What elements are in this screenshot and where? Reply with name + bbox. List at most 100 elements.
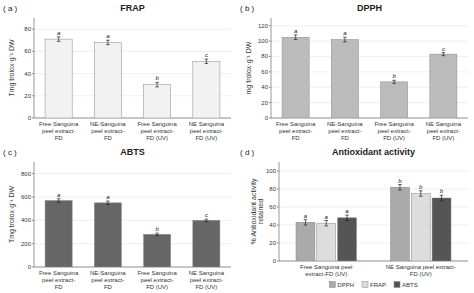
letter-label: b <box>392 73 396 79</box>
label-line: peel extract- <box>279 128 312 134</box>
label-line: Free Sanguina <box>276 121 316 127</box>
letter-label: a <box>106 33 110 39</box>
letter-label: a <box>57 30 61 36</box>
label-line: Tmg trolox·g⁻¹ DW <box>8 39 16 97</box>
bar <box>432 198 451 261</box>
error-cap <box>442 52 446 53</box>
error-bar <box>440 195 444 200</box>
letter-label: b <box>155 226 159 232</box>
error-cap <box>324 220 328 221</box>
error-cap <box>440 195 444 196</box>
category-label: NE Sanguinapeel extract-FD (UV) <box>426 121 462 141</box>
error-cap <box>304 219 308 220</box>
panel-label: ( d ) <box>240 148 255 157</box>
bar <box>193 61 220 118</box>
category-label: Free Sanguina peelextract-FD (UV) <box>300 264 352 277</box>
letter-label: a <box>57 192 61 198</box>
y-axis-label: Tmg trolox·g⁻¹ DW <box>8 39 16 97</box>
bar <box>45 201 72 268</box>
error-cap <box>345 220 349 221</box>
error-cap <box>419 190 423 191</box>
category-label: NE-Sanguinapeel extract-FD <box>327 121 363 141</box>
letter-label: a <box>304 213 308 219</box>
label-line: mg trolox·g⁻¹ DW <box>245 41 253 94</box>
bar <box>193 220 220 267</box>
tick-label: 80 <box>261 53 268 59</box>
title: Antioxidant activity <box>332 147 415 157</box>
legend-swatch <box>362 282 368 288</box>
y-axis-label: mg trolox·g⁻¹ DW <box>245 41 253 94</box>
error-bar <box>155 233 159 235</box>
letter-label: b <box>440 188 444 194</box>
label-line: Free Sanguina <box>374 121 414 127</box>
error-cap <box>155 82 159 83</box>
label-line: retained <box>257 199 264 224</box>
legend-label: DPPH <box>337 282 354 288</box>
tick-label: 600 <box>21 194 32 200</box>
tick-label: 0 <box>273 258 277 264</box>
tick-label: 60 <box>261 69 268 75</box>
error-line <box>58 199 59 203</box>
bar <box>144 234 171 267</box>
tick-label: 80 <box>269 186 276 192</box>
label-line: FD (UV) <box>195 135 217 141</box>
label-line: peel extract- <box>42 277 75 283</box>
tick-label: 400 <box>21 217 32 223</box>
tick-label: 100 <box>258 38 269 44</box>
plot-area <box>282 35 457 118</box>
error-line <box>107 40 108 44</box>
error-cap <box>106 44 110 45</box>
error-line <box>107 201 108 205</box>
label-line: peel extract- <box>378 128 411 134</box>
category-label: NE Sanguinapeel extract-FD (UV) <box>189 270 225 290</box>
label-line: Free Sanguina peel <box>300 264 352 270</box>
tick-label: 20 <box>269 240 276 246</box>
error-line <box>326 221 327 226</box>
error-line <box>347 215 348 220</box>
label-line: Free Sanguina <box>137 121 177 127</box>
bar <box>94 42 121 118</box>
bar <box>45 39 72 118</box>
tick-label: 20 <box>24 93 31 99</box>
grid-line <box>34 29 231 30</box>
letter-label: c <box>442 46 445 52</box>
error-line <box>394 80 395 83</box>
legend: DPPHFRAPABTS <box>329 282 417 289</box>
error-cap <box>106 201 110 202</box>
tick-label: 0 <box>28 264 32 270</box>
y-axis-line <box>34 162 35 267</box>
label-line: FD <box>104 135 113 141</box>
error-bar <box>324 221 328 226</box>
error-line <box>399 185 400 190</box>
error-bar <box>106 201 110 205</box>
panel: 020406080100abababFree Sanguina peelextr… <box>240 147 468 288</box>
label-line: peel extract- <box>141 277 174 283</box>
error-line <box>443 53 444 56</box>
bar <box>391 187 410 261</box>
error-line <box>206 59 207 63</box>
grid-line <box>271 25 468 26</box>
grid-line <box>279 171 468 172</box>
bar <box>94 203 121 267</box>
error-cap <box>57 202 61 203</box>
label-line: peel extract- <box>190 277 223 283</box>
error-cap <box>57 36 61 37</box>
category-label: Free Sanguinapeel extract-FD (UV) <box>374 121 414 141</box>
plot-area <box>296 185 451 262</box>
label-line: FD (UV) <box>383 135 405 141</box>
error-cap <box>205 219 209 220</box>
label-line: FD (UV) <box>195 284 217 290</box>
y-axis-line <box>34 18 35 118</box>
label-line: FD <box>55 135 64 141</box>
label-line: FD (UV) <box>146 135 168 141</box>
plot-area <box>45 37 220 118</box>
error-cap <box>294 34 298 35</box>
panel: 020406080100120aabcFree Sanguinapeel ext… <box>240 3 468 141</box>
label-line: peel extract- <box>91 277 124 283</box>
tick-label: 40 <box>261 84 268 90</box>
error-cap <box>205 59 209 60</box>
error-cap <box>155 233 159 234</box>
error-bar <box>392 80 396 83</box>
letter-label: c <box>205 212 208 218</box>
figure: 020406080aabcFree Sanguinapeel extract-F… <box>0 0 474 293</box>
